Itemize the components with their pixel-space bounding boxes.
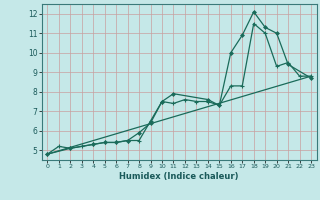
- X-axis label: Humidex (Indice chaleur): Humidex (Indice chaleur): [119, 172, 239, 181]
